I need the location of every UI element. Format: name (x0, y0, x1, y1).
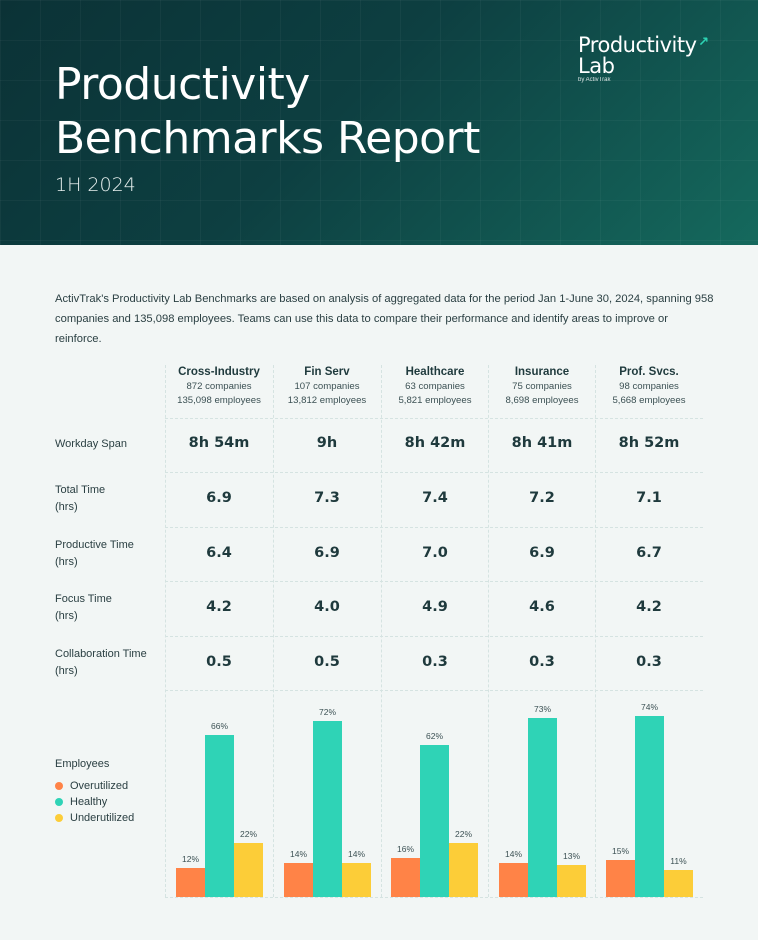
table-cell: 6.9 (529, 545, 555, 561)
arrow-up-right-icon: ↗ (698, 35, 709, 50)
productivity-lab-logo: Productivity ↗ Lab by ActivTrak (578, 33, 709, 84)
logo-byline: by ActivTrak (578, 77, 611, 83)
bar-healthy (420, 745, 449, 897)
table-cell: 7.4 (422, 490, 448, 506)
table-cell: 7.0 (422, 545, 448, 561)
row-label-workday-span: Workday Span (55, 438, 127, 450)
bar-value-label: 73% (533, 704, 551, 714)
table-cell: 9h (316, 435, 338, 451)
bar-value-label: 15% (611, 846, 629, 856)
column-header-insurance: Insurance 75 companies 8,698 employees (505, 366, 579, 406)
column-header-healthcare: Healthcare 63 companies 5,821 employees (398, 366, 472, 406)
chart-legend: Employees Overutilized Healthy Underutil… (55, 758, 134, 826)
row-divider (165, 418, 703, 419)
row-divider (165, 581, 703, 582)
table-cell: 7.3 (314, 490, 340, 506)
table-cell: 8h 42m (404, 435, 466, 451)
circle-icon (55, 782, 63, 790)
page-title: Productivity Benchmarks Report (55, 58, 480, 166)
report-period: 1H 2024 (55, 174, 136, 196)
row-divider (165, 690, 703, 691)
table-cell: 0.5 (314, 654, 340, 670)
legend-title: Employees (55, 758, 110, 770)
bar-underutilized (449, 843, 478, 897)
bar-value-label: 14% (289, 849, 307, 859)
bar-underutilized (342, 863, 371, 897)
logo-text-2: Lab (578, 54, 615, 78)
legend-item-overutilized: Overutilized (55, 778, 134, 794)
bar-value-label: 74% (640, 702, 658, 712)
row-label-total-time: Total Time (hrs) (55, 484, 106, 513)
bar-value-label: 62% (425, 731, 443, 741)
bar-value-label: 14% (504, 849, 522, 859)
bar-value-label: 12% (181, 854, 199, 864)
table-cell: 6.4 (206, 545, 232, 561)
intro-paragraph: ActivTrak's Productivity Lab Benchmarks … (55, 293, 714, 345)
row-label-collaboration-time: Collaboration Time (hrs) (55, 648, 147, 677)
table-cell: 4.9 (422, 599, 448, 615)
chart-baseline (165, 897, 703, 898)
bar-healthy (528, 718, 557, 897)
table-cell: 7.2 (529, 490, 555, 506)
bar-healthy (205, 735, 234, 897)
bar-underutilized (664, 870, 693, 897)
table-cell: 7.1 (636, 490, 662, 506)
circle-icon (55, 798, 63, 806)
bar-value-label: 22% (454, 829, 472, 839)
row-label-focus-time: Focus Time (hrs) (55, 593, 112, 622)
table-cell: 4.2 (206, 599, 232, 615)
legend-item-healthy: Healthy (55, 794, 134, 810)
column-divider (381, 365, 382, 897)
bar-value-label: 13% (562, 851, 580, 861)
header-grid-pattern (0, 0, 758, 245)
bar-value-label: 16% (396, 844, 414, 854)
table-cell: 4.0 (314, 599, 340, 615)
row-divider (165, 636, 703, 637)
bar-value-label: 14% (347, 849, 365, 859)
bar-underutilized (234, 843, 263, 897)
table-cell: 0.3 (636, 654, 662, 670)
bar-value-label: 22% (239, 829, 257, 839)
row-divider (165, 527, 703, 528)
column-divider (165, 365, 166, 897)
column-divider (488, 365, 489, 897)
table-cell: 0.5 (206, 654, 232, 670)
column-divider (595, 365, 596, 897)
bar-healthy (313, 721, 342, 897)
bar-value-label: 11% (670, 856, 687, 866)
column-header-cross-industry: Cross-Industry 872 companies 135,098 emp… (177, 366, 261, 406)
column-header-prof-svcs: Prof. Svcs. 98 companies 5,668 employees (612, 366, 686, 406)
bar-overutilized (176, 868, 205, 897)
row-label-productive-time: Productive Time (hrs) (55, 539, 134, 568)
bar-overutilized (606, 860, 635, 897)
title-line-2: Benchmarks Report (55, 113, 480, 164)
table-cell: 8h 54m (188, 435, 250, 451)
bar-healthy (635, 716, 664, 897)
table-cell: 6.7 (636, 545, 662, 561)
table-cell: 4.2 (636, 599, 662, 615)
bar-overutilized (284, 863, 313, 897)
logo-text-1: Productivity (578, 33, 697, 57)
bar-overutilized (391, 858, 420, 897)
legend-item-underutilized: Underutilized (55, 810, 134, 826)
row-divider (165, 472, 703, 473)
column-divider (273, 365, 274, 897)
bar-value-label: 66% (210, 721, 228, 731)
table-cell: 6.9 (206, 490, 232, 506)
table-cell: 6.9 (314, 545, 340, 561)
table-cell: 4.6 (529, 599, 555, 615)
table-cell: 8h 41m (511, 435, 573, 451)
bar-underutilized (557, 865, 586, 897)
table-cell: 8h 52m (618, 435, 680, 451)
report-header: Productivity Benchmarks Report 1H 2024 P… (0, 0, 758, 245)
bar-value-label: 72% (318, 707, 336, 717)
table-cell: 0.3 (422, 654, 448, 670)
circle-icon (55, 814, 63, 822)
table-cell: 0.3 (529, 654, 555, 670)
title-line-1: Productivity (55, 59, 310, 110)
bar-overutilized (499, 863, 528, 897)
column-header-fin-serv: Fin Serv 107 companies 13,812 employees (287, 366, 367, 406)
